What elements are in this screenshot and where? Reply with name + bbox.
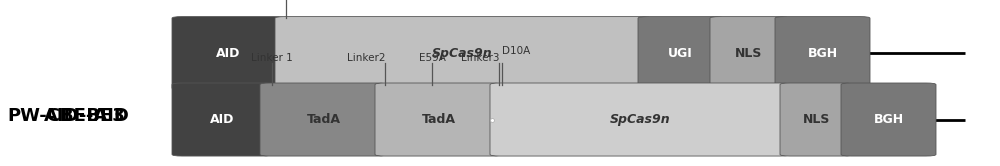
Text: BGH: BGH (873, 113, 904, 126)
FancyBboxPatch shape (172, 83, 272, 156)
Text: D10A: D10A (502, 46, 530, 56)
Text: BGH: BGH (807, 47, 838, 60)
Text: AID-BE3: AID-BE3 (44, 107, 126, 125)
Text: TadA: TadA (306, 113, 340, 126)
Text: NLS: NLS (735, 47, 763, 60)
FancyBboxPatch shape (172, 17, 284, 90)
Text: Linker2: Linker2 (347, 53, 385, 63)
Text: SpCas9n: SpCas9n (610, 113, 670, 126)
FancyBboxPatch shape (375, 83, 502, 156)
Text: SpCas9n: SpCas9n (432, 47, 493, 60)
Text: TadA: TadA (422, 113, 456, 126)
FancyBboxPatch shape (841, 83, 936, 156)
Text: E59A: E59A (419, 53, 445, 63)
Text: Linker3: Linker3 (460, 53, 499, 63)
Text: Linker 1: Linker 1 (251, 53, 293, 63)
Text: PW-CBE-AID: PW-CBE-AID (7, 107, 129, 125)
Text: AID: AID (216, 47, 240, 60)
Text: Linker: Linker (251, 0, 283, 2)
FancyBboxPatch shape (638, 17, 723, 90)
FancyBboxPatch shape (490, 83, 790, 156)
FancyBboxPatch shape (260, 83, 387, 156)
Text: UGI: UGI (668, 47, 693, 60)
FancyBboxPatch shape (275, 17, 650, 90)
FancyBboxPatch shape (775, 17, 870, 90)
FancyBboxPatch shape (780, 83, 853, 156)
FancyBboxPatch shape (710, 17, 788, 90)
Text: AID: AID (210, 113, 234, 126)
Text: NLS: NLS (803, 113, 830, 126)
